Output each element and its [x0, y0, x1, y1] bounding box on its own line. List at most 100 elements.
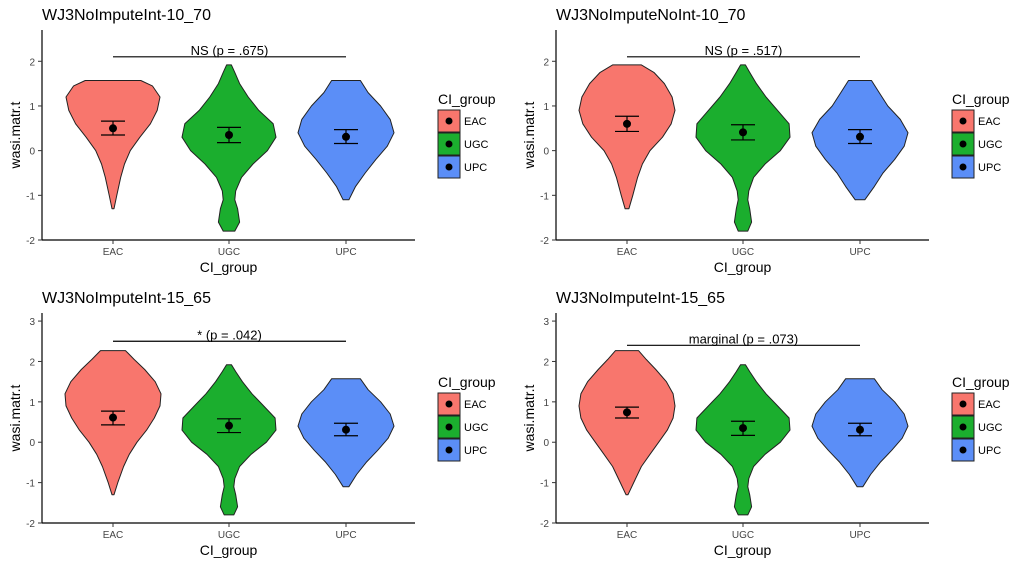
legend-entry-upc: UPC	[437, 438, 487, 462]
y-axis-title: wasi.matr.t	[7, 384, 23, 452]
mean-point-eac	[109, 413, 117, 422]
mean-point-ugc	[739, 424, 747, 433]
chart-panel: WJ3NoImputeNoInt-10_70 NS (p = .517) -2 -1 0…	[521, 7, 1010, 275]
x-tick-label: EAC	[103, 247, 124, 258]
legend-entry-upc: UPC	[437, 155, 487, 179]
x-tick-label: UGC	[218, 247, 240, 258]
legend-title: CI_group	[438, 91, 496, 107]
legend-entry-upc: UPC	[951, 438, 1001, 462]
mean-point-ugc	[225, 421, 233, 430]
legend-entry-ugc: UGC	[437, 415, 489, 439]
y-tick-label: 0	[29, 438, 35, 449]
legend-label: UGC	[464, 139, 489, 151]
y-tick-label: -2	[26, 236, 35, 247]
legend-entry-eac: EAC	[951, 392, 1001, 416]
y-tick-label: 2	[29, 57, 35, 68]
legend-label: UPC	[978, 445, 1001, 457]
legend-label: EAC	[978, 399, 1001, 411]
y-tick-label: 0	[29, 147, 35, 158]
x-tick-label: EAC	[617, 247, 638, 258]
comparison-label: marginal (p = .073)	[689, 331, 798, 346]
chart-panel: WJ3NoImputeInt-15_65 * (p = .042) -2 -1 0 1 2 3…	[7, 290, 496, 558]
violin-ugc	[695, 64, 791, 232]
legend-label: UPC	[978, 162, 1001, 174]
legend-key-point	[445, 423, 453, 431]
y-tick-label: 2	[543, 57, 549, 68]
legend-key-point	[959, 117, 967, 125]
legend-key-point	[445, 400, 453, 408]
legend-title: CI_group	[952, 91, 1010, 107]
comparison-label: * (p = .042)	[197, 327, 262, 342]
legend-key-point	[959, 140, 967, 148]
y-tick-label: 1	[29, 102, 35, 113]
legend-key-point	[445, 117, 453, 125]
legend-label: UGC	[978, 139, 1003, 151]
x-tick-label: UPC	[335, 530, 356, 541]
chart-panel: WJ3NoImputeInt-15_65 marginal (p = .073) -…	[521, 290, 1010, 558]
y-tick-label: -1	[540, 191, 549, 202]
mean-point-ugc	[225, 131, 233, 139]
violin-ugc	[181, 364, 277, 516]
x-tick-label: UPC	[335, 247, 356, 258]
y-tick-label: -2	[540, 519, 549, 530]
legend-key-point	[959, 400, 967, 408]
legend-label: UPC	[464, 162, 487, 174]
y-tick-label: 0	[543, 438, 549, 449]
legend-entry-eac: EAC	[951, 109, 1001, 133]
y-tick-label: 3	[29, 317, 35, 328]
comparison-label: NS (p = .675)	[191, 43, 269, 58]
y-tick-label: 1	[543, 102, 549, 113]
y-axis-title: wasi.matr.t	[521, 101, 537, 169]
x-axis-title: CI_group	[200, 259, 258, 275]
x-tick-label: UGC	[218, 530, 240, 541]
legend-entry-ugc: UGC	[437, 132, 489, 156]
y-tick-label: 2	[543, 357, 549, 368]
x-tick-label: UPC	[849, 247, 870, 258]
legend-label: EAC	[978, 116, 1001, 128]
legend-key-point	[445, 163, 453, 171]
y-tick-label: 2	[29, 357, 35, 368]
comparison-label: NS (p = .517)	[705, 43, 783, 58]
legend-label: UPC	[464, 445, 487, 457]
chart-panel: WJ3NoImputeInt-10_70 NS (p = .675) -2 -1 0 1 2…	[7, 7, 496, 275]
y-tick-label: 0	[543, 147, 549, 158]
mean-point-ugc	[739, 128, 747, 137]
violin-eac	[578, 350, 676, 496]
legend-entry-eac: EAC	[437, 392, 487, 416]
legend-label: EAC	[464, 399, 487, 411]
legend-key-point	[445, 140, 453, 148]
legend-label: UGC	[978, 422, 1003, 434]
y-tick-label: 1	[29, 398, 35, 409]
x-axis-title: CI_group	[200, 542, 258, 558]
legend-entry-ugc: UGC	[951, 415, 1003, 439]
y-tick-label: -1	[26, 479, 35, 490]
violin-eac	[65, 80, 161, 210]
x-axis-title: CI_group	[714, 542, 772, 558]
legend-key-point	[959, 446, 967, 454]
x-tick-label: UGC	[732, 530, 754, 541]
y-axis-title: wasi.matr.t	[7, 101, 23, 169]
x-tick-label: UPC	[849, 530, 870, 541]
y-tick-label: -1	[26, 191, 35, 202]
panel-title: WJ3NoImputeInt-15_65	[42, 290, 211, 307]
panel-title: WJ3NoImputeInt-10_70	[42, 7, 211, 24]
legend-label: EAC	[464, 116, 487, 128]
mean-point-upc	[342, 132, 350, 141]
y-axis-title: wasi.matr.t	[521, 384, 537, 452]
violin-ugc	[695, 364, 791, 516]
legend-key-point	[959, 163, 967, 171]
legend-title: CI_group	[438, 374, 496, 390]
mean-point-eac	[623, 408, 631, 417]
panel-title: WJ3NoImputeNoInt-10_70	[556, 7, 746, 24]
mean-point-eac	[623, 119, 631, 128]
legend-entry-upc: UPC	[951, 155, 1001, 179]
x-tick-label: EAC	[103, 530, 124, 541]
legend-entry-eac: EAC	[437, 109, 487, 133]
x-tick-label: UGC	[732, 247, 754, 258]
y-tick-label: -1	[540, 479, 549, 490]
legend-key-point	[959, 423, 967, 431]
x-tick-label: EAC	[617, 530, 638, 541]
x-axis-title: CI_group	[714, 259, 772, 275]
